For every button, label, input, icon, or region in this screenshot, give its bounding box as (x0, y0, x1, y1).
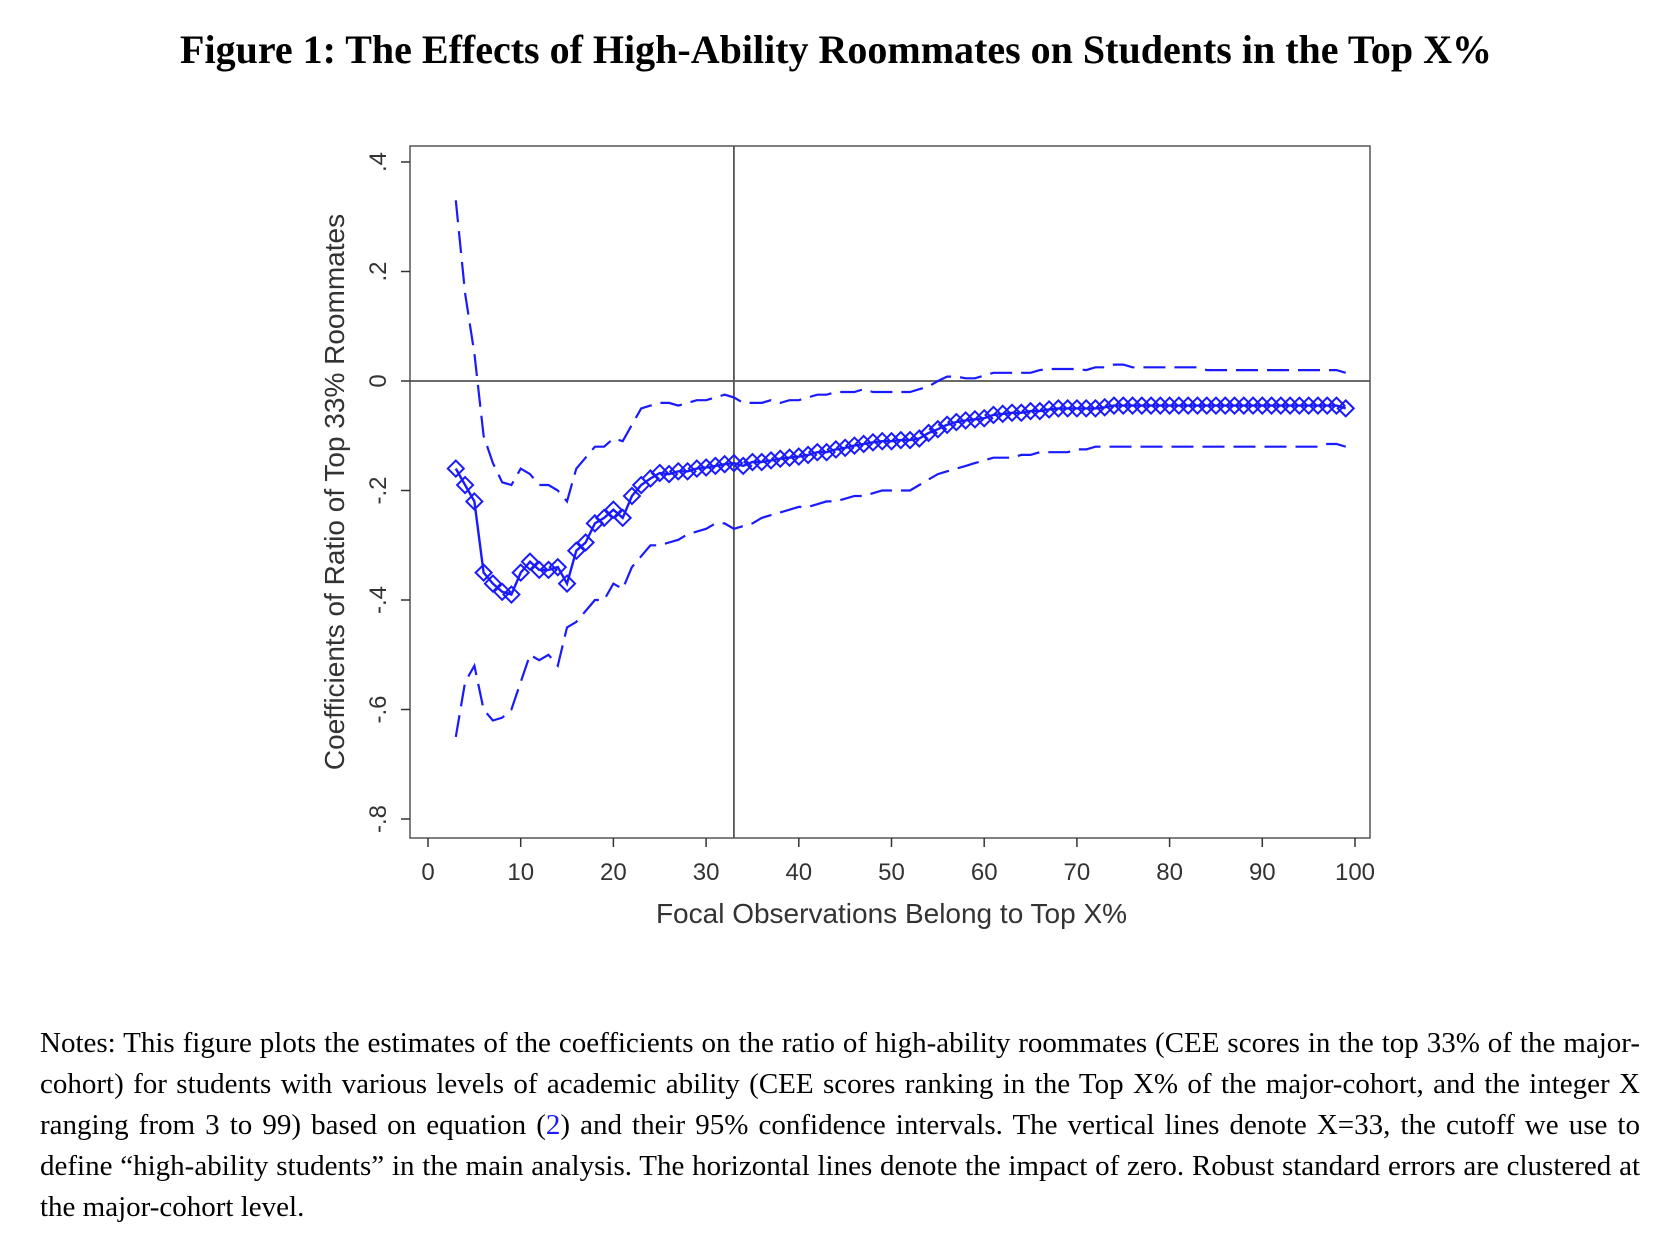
coefficient-marker (798, 445, 818, 465)
coefficient-marker (780, 448, 799, 468)
coefficient-marker (1336, 398, 1356, 418)
y-tick-label: -.4 (365, 586, 392, 614)
coefficient-marker (817, 442, 837, 462)
x-tick-label: 10 (507, 859, 534, 886)
coefficient-marker (761, 450, 781, 470)
coefficient-marker (464, 492, 484, 511)
y-tick-label: .2 (365, 261, 392, 281)
notes-text-part1: Notes: This figure plots the estimates o… (40, 1027, 1640, 1141)
coefficient-marker (1086, 398, 1105, 418)
x-tick-label: 40 (785, 859, 812, 886)
coefficient-marker (696, 458, 716, 477)
coefficient-marker (928, 419, 948, 439)
coefficient-marker (919, 423, 938, 443)
y-tick-label: -.6 (365, 695, 392, 723)
coefficient-marker (511, 563, 531, 583)
coefficient-marker (882, 431, 901, 451)
x-tick-label: 20 (600, 859, 627, 886)
coefficient-marker (733, 456, 753, 476)
coefficient-marker (965, 409, 985, 429)
y-tick-label: .4 (365, 152, 392, 172)
x-tick-label: 60 (971, 859, 998, 886)
coefficient-marker (845, 436, 864, 456)
coefficient-marker (613, 508, 633, 528)
coefficient-marker (1095, 397, 1115, 417)
plot-area: 0 10 20 30 40 50 60 70 80 90 100 -.8 -.6 -.4 -.2 0 .2 .4 F… (319, 145, 1375, 929)
coefficient-marker (705, 456, 725, 476)
coefficient-marker (826, 440, 846, 459)
lower-ci-line (454, 442, 1347, 738)
coefficient-marker (566, 541, 586, 561)
coefficient-marker (1030, 401, 1050, 421)
x-tick-label: 70 (1064, 859, 1091, 886)
y-tick-label: 0 (365, 374, 392, 387)
x-tick-label: 0 (421, 859, 434, 886)
coefficient-marker (446, 459, 466, 479)
coefficient-marker (474, 563, 494, 583)
coefficient-marker (900, 430, 920, 450)
coefficient-marker (937, 415, 957, 435)
chart: 0 10 20 30 40 50 60 70 80 90 100 -.8 -.6 -.4 -.2 0 .2 .4 F… (319, 145, 1375, 929)
coefficient-marker (678, 461, 697, 481)
x-tick-label: 50 (878, 859, 905, 886)
coefficient-marker (1011, 403, 1031, 423)
coefficient-marker (752, 452, 772, 472)
coefficient-marker (993, 404, 1013, 424)
y-axis-label: Coefficients of Ratio of Top 33% Roommat… (319, 214, 350, 770)
upper-ci-line (454, 200, 1347, 504)
coefficient-marker (974, 408, 994, 428)
coefficient-marker (770, 449, 790, 469)
x-tick-label: 90 (1249, 859, 1276, 886)
x-tick-label: 80 (1156, 859, 1183, 886)
coefficient-marker (594, 508, 614, 528)
coefficient-marker (835, 438, 855, 458)
coefficient-marker (539, 560, 558, 580)
coefficient-marker (789, 447, 809, 466)
coefficient-marker (502, 585, 521, 604)
coefficient-marker (659, 464, 679, 484)
coefficient-marker (576, 533, 596, 552)
figure-notes: Notes: This figure plots the estimates o… (40, 1023, 1640, 1228)
coefficient-marker (622, 486, 642, 506)
notes-text-part2: ) and their 95% confidence intervals. Th… (40, 1109, 1640, 1223)
coefficient-marker (956, 411, 976, 430)
coefficient-marker (603, 500, 623, 520)
coefficient-marker (483, 574, 503, 593)
coefficient-marker (687, 459, 707, 479)
coefficient-marker (455, 475, 475, 495)
plot-frame (409, 145, 1371, 839)
coefficient-marker (984, 405, 1003, 425)
coefficient-marker (854, 434, 874, 454)
equation-reference-link[interactable]: 2 (545, 1109, 561, 1141)
coefficient-marker (520, 552, 540, 572)
x-tick-label: 30 (693, 859, 720, 886)
figure-title: Figure 1: The Effects of High-Ability Ro… (180, 27, 1492, 72)
coefficient-marker (557, 574, 577, 593)
x-axis-label: Focal Observations Belong to Top X% (656, 898, 1127, 929)
coefficient-marker (715, 454, 735, 474)
coefficient-marker (548, 557, 568, 577)
coefficient-line (454, 404, 1347, 596)
y-tick-label: -.8 (365, 805, 392, 833)
coefficient-marker (1039, 400, 1059, 419)
coefficient-marker (946, 412, 966, 432)
coefficient-marker (863, 432, 883, 452)
x-tick-label: 100 (1335, 859, 1375, 886)
y-tick-label: -.2 (365, 476, 392, 504)
